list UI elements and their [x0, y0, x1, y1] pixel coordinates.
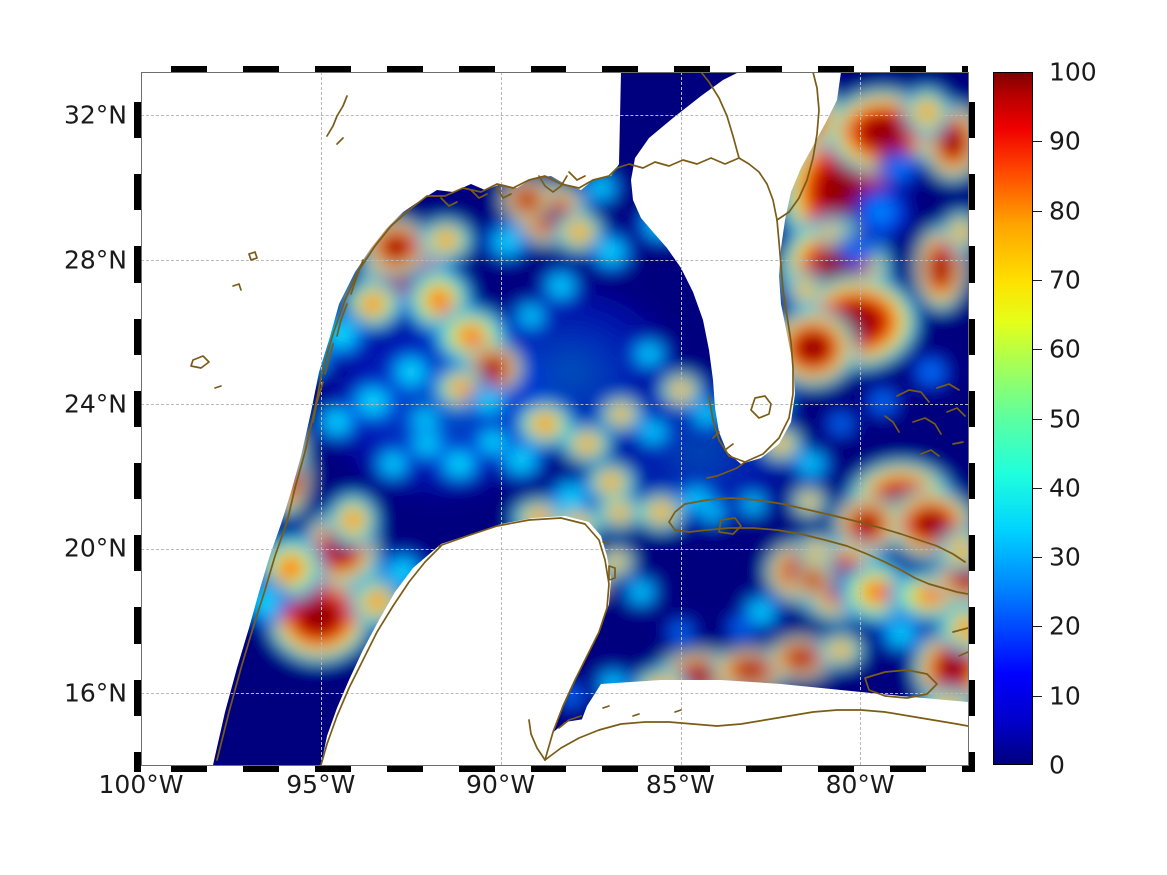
colorbar-tick-label: 70: [1049, 265, 1081, 295]
colorbar-tick-label: 50: [1049, 404, 1081, 433]
map-border-bottom: [135, 765, 974, 772]
border-stripe-segment: [968, 535, 975, 572]
border-stripe-segment: [818, 66, 855, 73]
border-stripe-segment: [134, 390, 141, 427]
border-stripe-segment: [968, 174, 975, 211]
colorbar-tick-label: 60: [1049, 334, 1081, 364]
border-stripe-segment: [170, 66, 207, 73]
colorbar-tick-mark: [1033, 626, 1042, 628]
border-stripe-segment: [746, 765, 783, 772]
colorbar-tick-label: 30: [1049, 542, 1081, 572]
colorbar-gradient: [993, 72, 1033, 765]
gridline-lat-16: [141, 693, 968, 694]
border-stripe-segment: [674, 66, 711, 73]
border-stripe-segment: [968, 102, 975, 139]
border-stripe-segment: [134, 751, 141, 772]
axes-frame-right: [968, 72, 969, 766]
border-stripe-segment: [674, 765, 711, 772]
border-stripe-segment: [968, 390, 975, 427]
land-and-nodata-mask: [141, 72, 968, 765]
border-stripe-segment: [890, 66, 927, 73]
border-stripe-segment: [242, 765, 279, 772]
gridline-lat-24: [141, 404, 968, 405]
colorbar-tick-mark: [1033, 210, 1042, 212]
colorbar-tick-label: 10: [1049, 681, 1081, 711]
border-stripe-segment: [134, 535, 141, 572]
border-stripe-segment: [968, 679, 975, 716]
gridline-lat-32: [141, 115, 968, 116]
border-stripe-segment: [134, 246, 141, 283]
map-border-right: [968, 66, 975, 772]
border-stripe-segment: [314, 66, 351, 73]
border-stripe-segment: [530, 765, 567, 772]
y-tick-label: 28°N: [63, 245, 127, 275]
border-stripe-segment: [818, 765, 855, 772]
y-tick-label: 24°N: [63, 389, 127, 419]
colorbar-tick-label: 40: [1049, 473, 1081, 503]
map-plot-area: [141, 72, 968, 765]
gridline-lon-90: [501, 72, 502, 765]
border-stripe-segment: [314, 765, 351, 772]
border-stripe-segment: [170, 765, 207, 772]
colorbar-tick-label: 90: [1049, 126, 1081, 156]
gridline-lon-85: [681, 72, 682, 765]
colorbar-tick-mark: [1033, 418, 1042, 420]
colorbar-tick-mark: [1033, 279, 1042, 281]
border-stripe-segment: [968, 607, 975, 644]
x-tick-label: 90°W: [466, 770, 536, 799]
colorbar-tick-label: 80: [1049, 196, 1081, 226]
map-border-left: [134, 66, 141, 772]
gridline-lat-28: [141, 260, 968, 261]
border-stripe-segment: [968, 463, 975, 500]
gridline-lon-95: [321, 72, 322, 765]
border-stripe-segment: [134, 607, 141, 644]
colorbar-tick-mark: [1033, 141, 1042, 143]
x-tick-label: 85°W: [645, 770, 715, 799]
colorbar-tick-label: 100: [1049, 57, 1097, 87]
x-tick-label: 80°W: [825, 770, 895, 799]
border-stripe-segment: [968, 751, 975, 772]
border-stripe-segment: [458, 765, 495, 772]
colorbar-tick-mark: [1033, 487, 1042, 489]
axes-frame-top: [141, 72, 969, 73]
colorbar-tick-label: 20: [1049, 611, 1081, 641]
gridline-lat-20: [141, 549, 968, 550]
border-stripe-segment: [386, 765, 423, 772]
border-stripe-segment: [134, 463, 141, 500]
axes-frame-bottom: [141, 765, 969, 766]
border-stripe-segment: [134, 102, 141, 139]
colorbar: 0 10 20 30 40 50 60 70 80 90 100: [993, 58, 1097, 780]
colorbar-tick-label: 0: [1049, 750, 1065, 780]
border-stripe-segment: [530, 66, 567, 73]
y-tick-label: 20°N: [63, 533, 127, 563]
border-stripe-segment: [968, 318, 975, 355]
border-stripe-segment: [968, 246, 975, 283]
x-tick-label: 95°W: [286, 770, 356, 799]
border-stripe-segment: [602, 765, 639, 772]
border-stripe-segment: [242, 66, 279, 73]
border-stripe-segment: [134, 318, 141, 355]
colorbar-tick-mark: [1033, 349, 1042, 351]
border-stripe-segment: [134, 679, 141, 716]
y-tick-label: 32°N: [63, 100, 127, 130]
border-stripe-segment: [134, 174, 141, 211]
colorbar-tick-mark: [1033, 695, 1042, 697]
border-stripe-segment: [458, 66, 495, 73]
x-tick-label: 100°W: [98, 770, 184, 799]
coastline-layer: [190, 72, 968, 765]
border-stripe-segment: [890, 765, 927, 772]
map-clip-region: [141, 72, 968, 765]
border-stripe-segment: [746, 66, 783, 73]
axes-frame-left: [141, 72, 142, 766]
gridline-lon-80: [860, 72, 861, 765]
colorbar-tick-mark: [1033, 557, 1042, 559]
border-stripe-segment: [602, 66, 639, 73]
border-stripe-segment: [386, 66, 423, 73]
y-tick-label: 16°N: [63, 678, 127, 708]
